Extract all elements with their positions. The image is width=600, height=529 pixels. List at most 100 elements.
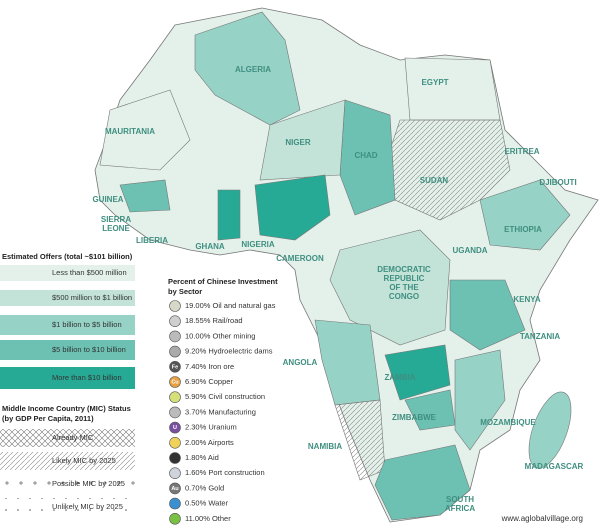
ghana: [217, 189, 241, 241]
legend-swatch: [0, 452, 135, 470]
legend-label: Unlikely MIC by 2025: [52, 502, 123, 511]
algeria: [194, 11, 301, 126]
legend-label: $1 billion to $5 billion: [52, 320, 122, 329]
legend-label: $500 million to $1 billion: [52, 293, 132, 302]
angola: [314, 319, 381, 406]
country-label: SIERRA: [101, 215, 131, 224]
country-label: AFRICA: [445, 504, 475, 513]
sector-label: 5.90% Civil construction: [185, 392, 265, 401]
country-label: ANGOLA: [283, 358, 318, 367]
sector-label: 1.80% Aid: [185, 453, 219, 462]
sector-icon-label: Au: [171, 486, 178, 492]
country-label: CHAD: [354, 151, 377, 160]
sector-label: 6.90% Copper: [185, 377, 233, 386]
legend-title: Middle Income Country (MIC) Status: [2, 404, 131, 413]
zambia: [384, 344, 451, 401]
country-label: ZAMBIA: [384, 373, 415, 382]
drc: [329, 229, 451, 346]
sector-icon-label: Fe: [172, 364, 178, 370]
country-label: ERITREA: [504, 147, 539, 156]
country-label: DEMOCRATIC: [377, 265, 431, 274]
south-africa: [374, 444, 471, 521]
sector-icon: [169, 421, 181, 434]
country-label: MADAGASCAR: [525, 462, 584, 471]
legend-swatch: [0, 429, 135, 447]
tanzania: [449, 279, 526, 351]
madagascar: [528, 391, 572, 469]
legend-swatch: [0, 498, 135, 516]
africa-map: [94, 7, 599, 523]
sector-icon: [169, 467, 181, 480]
country-label: GHANA: [195, 242, 225, 251]
sector-icon: [169, 345, 181, 358]
legend-label: Already MIC: [52, 433, 94, 442]
country-label: UGANDA: [452, 246, 487, 255]
country-label: SUDAN: [420, 176, 449, 185]
country-label: MOZAMBIQUE: [480, 418, 536, 427]
country-label: ETHIOPIA: [504, 225, 542, 234]
sector-icon: [169, 315, 181, 328]
sector-label: 10.00% Other mining: [185, 331, 255, 340]
sector-label: 19.00% Oil and natural gas: [185, 301, 276, 310]
country-label: NIGERIA: [241, 240, 275, 249]
country-label: EGYPT: [421, 78, 448, 87]
credit: www.aglobalvillage.org: [501, 514, 583, 523]
sector-icon-label: Cu: [171, 379, 178, 385]
legend-title: Percent of Chinese Investment: [168, 277, 278, 286]
sector-label: 3.70% Manufacturing: [185, 407, 256, 416]
legend-swatch: [0, 315, 135, 335]
legend-title: Estimated Offers (total ~$101 billion): [2, 252, 133, 261]
sector-icon: [169, 436, 181, 449]
legend-label: Less than $500 million: [52, 268, 127, 277]
country-label: NAMIBIA: [308, 442, 342, 451]
sector-icon: [169, 512, 181, 525]
nigeria: [254, 174, 331, 241]
country-label: ZIMBABWE: [392, 413, 437, 422]
country-label: REPUBLIC: [384, 274, 425, 283]
country-label: CAMEROON: [276, 254, 324, 263]
country-label: OF THE: [389, 283, 419, 292]
legend-swatch: [0, 475, 135, 493]
legend-swatch: [0, 265, 135, 281]
namibia: [334, 399, 386, 481]
sector-label: 18.55% Rail/road: [185, 316, 243, 325]
sector-icon: [169, 452, 181, 464]
mauritania: [99, 89, 191, 171]
legend-label: Likely MIC by 2025: [52, 456, 116, 465]
legend-label: More than $10 billion: [52, 373, 122, 382]
country-label: LIBERIA: [136, 236, 168, 245]
legend-swatch: [0, 340, 135, 360]
country-label: SOUTH: [446, 495, 474, 504]
sector-label: 11.00% Other: [185, 514, 231, 523]
ethiopia: [479, 179, 571, 251]
sector-icon: [169, 497, 181, 510]
sector-label: 2.00% Airports: [185, 438, 234, 447]
sector-icon: [169, 330, 181, 343]
sector-icon: [169, 360, 181, 373]
mozambique: [454, 349, 506, 451]
egypt: [404, 57, 501, 121]
sector-icon-label: U: [173, 425, 177, 431]
country-label: CONGO: [389, 292, 419, 301]
legend-swatch: [0, 367, 135, 389]
legend-swatch: [0, 290, 135, 306]
sector-label: 0.70% Gold: [185, 483, 224, 492]
country-label: NIGER: [285, 138, 311, 147]
sector-label: 9.20% Hydroelectric dams: [185, 347, 273, 356]
legend-title: by Sector: [168, 287, 202, 296]
sector-icon: [169, 376, 181, 388]
sector-label: 0.50% Water: [185, 499, 229, 508]
sector-icon: [169, 300, 181, 312]
country-label: KENYA: [513, 295, 540, 304]
legend-title: (by GDP Per Capita, 2011): [2, 414, 94, 423]
guinea: [119, 179, 171, 213]
niger: [259, 99, 346, 181]
country-label: TANZANIA: [520, 332, 561, 341]
sector-label: 2.30% Uranium: [185, 423, 237, 432]
country-label: GUINEA: [92, 195, 123, 204]
sector-label: 7.40% Iron ore: [185, 362, 234, 371]
legend-label: $5 billion to $10 billion: [52, 345, 126, 354]
sector-icon: [169, 482, 181, 495]
country-label: LEONE: [102, 224, 130, 233]
